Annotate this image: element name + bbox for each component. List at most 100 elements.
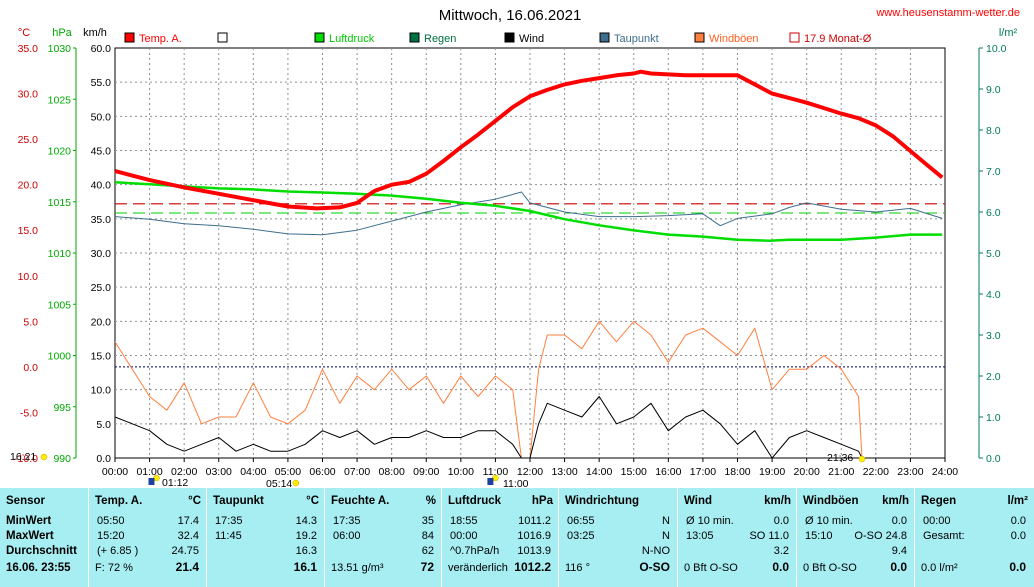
pressure-series-line	[114, 181, 943, 242]
column-title: Wind	[684, 495, 712, 507]
x-tick-label: 03:00	[206, 466, 232, 478]
press-unit-label: hPa	[52, 27, 72, 39]
x-tick-label: 17:00	[690, 466, 716, 478]
site-link[interactable]: www.heusenstamm-wetter.de	[875, 7, 1020, 19]
wind-tick-label: 15.0	[91, 351, 112, 363]
column-separator	[914, 488, 915, 587]
column-title: Sensor	[6, 495, 45, 507]
legend-label: Regen	[424, 33, 456, 45]
chart-marks	[40, 69, 945, 487]
legend-label: Wind	[519, 33, 544, 45]
current-note: 13.51 g/m³	[331, 562, 384, 574]
rain-tick-label: 3.0	[986, 330, 1001, 342]
cell-time: 13:05	[686, 530, 714, 542]
x-tick-label: 07:00	[344, 466, 370, 478]
cell-value: 84	[421, 530, 434, 542]
wind-tick-label: 35.0	[91, 214, 112, 226]
legend-swatch	[314, 32, 325, 43]
wind-series-line	[114, 396, 863, 459]
wind-tick-label: 25.0	[91, 282, 112, 294]
cell-value: 24.75	[171, 545, 199, 557]
legend-swatch	[599, 32, 610, 43]
wind-tick-label: 5.0	[96, 419, 111, 431]
current-value: 0.0	[890, 560, 907, 574]
column-separator	[677, 488, 678, 587]
current-note: veränderlich	[448, 562, 508, 574]
cell-value: 0.0	[1010, 530, 1026, 542]
temp-tick-label: -10.0	[14, 453, 38, 465]
x-tick-label: 02:00	[171, 466, 197, 478]
rain-tick-label: 0.0	[986, 453, 1001, 465]
column-title: Windrichtung	[565, 495, 639, 507]
temp-tick-label: 30.0	[18, 89, 39, 101]
cell-time: 00:00	[450, 530, 478, 542]
x-tick-label: 13:00	[551, 466, 577, 478]
column-title: Temp. A.	[95, 495, 143, 507]
cell-value: 3.2	[773, 545, 789, 557]
cell-value: N	[662, 530, 670, 542]
cell-time: 17:35	[333, 515, 361, 527]
column-title: Windböen	[803, 495, 859, 507]
wind-tick-label: 40.0	[91, 180, 112, 192]
current-value: 72	[420, 560, 434, 574]
temp-tick-label: 5.0	[23, 316, 38, 328]
press-tick-label: 1025	[48, 94, 72, 106]
x-tick-label: 22:00	[863, 466, 889, 478]
cell-value: 0.0	[773, 515, 789, 527]
x-tick-label: 12:00	[517, 466, 543, 478]
sunset-time: 21:36	[827, 452, 853, 464]
cell-time: (+ 6.85 )	[97, 545, 139, 557]
column-title: Taupunkt	[213, 495, 264, 507]
rain-tick-label: 10.0	[986, 43, 1007, 55]
press-tick-label: 1010	[48, 248, 72, 260]
column-unit: km/h	[882, 495, 909, 507]
moon-icon	[148, 478, 155, 485]
rain-tick-label: 6.0	[986, 207, 1001, 219]
x-tick-label: 11:00	[483, 466, 509, 478]
wind-tick-label: 20.0	[91, 316, 112, 328]
cell-time: 00:00	[923, 515, 951, 527]
legend-label: Windböen	[709, 33, 759, 45]
chart-legend: Temp. A. Luftdruck Regen Wind Taupunkt Windbö…	[124, 32, 872, 45]
cell-time: 05:50	[97, 515, 125, 527]
column-unit: hPa	[531, 495, 553, 507]
wind-tick-label: 45.0	[91, 146, 112, 158]
row-label: MaxWert	[6, 530, 54, 542]
current-note: 0.0 l/m²	[921, 562, 958, 574]
x-tick-label: 16:00	[655, 466, 681, 478]
current-value: 0.0	[1009, 560, 1026, 574]
cell-value: 32.4	[177, 530, 199, 542]
cell-time: 15:20	[97, 530, 125, 542]
row-label: MinWert	[6, 515, 52, 527]
press-tick-label: 1005	[48, 299, 72, 311]
x-tick-label: 21:00	[828, 466, 854, 478]
legend-swatch	[409, 32, 420, 43]
current-note: 0 Bft O-SO	[684, 562, 738, 574]
timestamp-label: 16.06. 23:55	[6, 562, 71, 574]
chart-title: Mittwoch, 16.06.2021	[439, 7, 582, 24]
legend-label: Luftdruck	[329, 33, 375, 45]
current-value: 1012.2	[514, 560, 551, 574]
dewpoint-series-line	[114, 191, 943, 236]
cell-value: 1016.9	[517, 530, 551, 542]
cell-value: 16.3	[295, 545, 317, 557]
x-tick-label: 20:00	[794, 466, 820, 478]
row-label: Durchschnitt	[6, 545, 77, 557]
cell-value: 62	[421, 545, 434, 557]
temp-tick-label: 35.0	[18, 43, 39, 55]
weather-chart: 00:00 01:00 02:00 03:00 04:00 05:00 06:00 07:00…	[10, 7, 1020, 488]
current-value: 0.0	[772, 560, 789, 574]
cell-value: 19.2	[295, 530, 317, 542]
current-note: 116 °	[565, 562, 590, 574]
cell-value: 0.0	[891, 515, 907, 527]
press-tick-label: 990	[53, 453, 71, 465]
rain-tick-label: 1.0	[986, 412, 1001, 424]
column-title: Feuchte A.	[331, 495, 390, 507]
x-tick-label: 05:00	[275, 466, 301, 478]
current-value: 21.4	[175, 560, 199, 574]
x-tick-label: 04:00	[240, 466, 266, 478]
column-title: Luftdruck	[448, 495, 502, 507]
moon-icon	[487, 478, 494, 485]
stats-table: Sensor MinWert MaxWert Durchschnitt 16.06. 2…	[0, 488, 1034, 587]
press-tick-label: 1000	[48, 351, 72, 363]
